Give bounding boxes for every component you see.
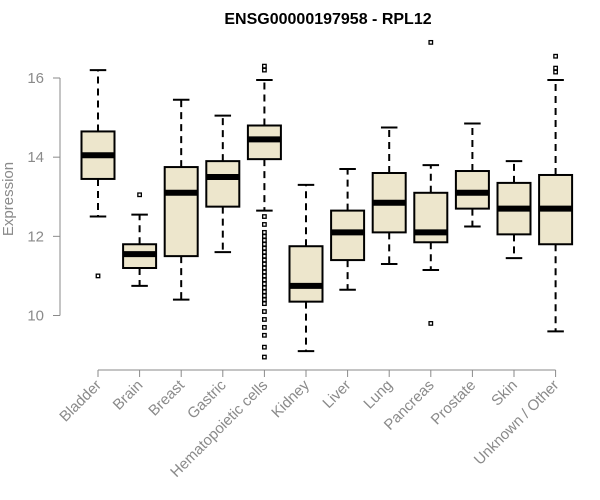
x-tick-label: Bladder bbox=[56, 377, 105, 426]
outlier-point bbox=[261, 67, 267, 73]
outlier-point bbox=[261, 324, 267, 330]
x-tick-label: Prostate bbox=[428, 377, 480, 429]
outlier-point bbox=[261, 293, 267, 299]
box-group bbox=[413, 39, 449, 326]
box-group bbox=[454, 122, 490, 228]
outlier-point bbox=[261, 297, 267, 303]
outlier-point bbox=[137, 192, 143, 198]
outlier-point bbox=[261, 222, 267, 227]
outlier-point bbox=[261, 281, 267, 287]
outlier-point bbox=[553, 65, 558, 71]
outlier-point bbox=[261, 241, 267, 247]
y-tick-label: 16 bbox=[27, 70, 44, 87]
y-axis: 10 12 14 16 bbox=[27, 70, 61, 325]
outlier-point bbox=[261, 257, 267, 263]
x-tick-label: Lung bbox=[360, 377, 396, 413]
y-tick-label: 14 bbox=[27, 149, 44, 166]
x-tick-label: Liver bbox=[319, 377, 354, 412]
outlier-point bbox=[261, 289, 267, 295]
box-group bbox=[205, 114, 241, 254]
outlier-point bbox=[261, 265, 267, 271]
box-group bbox=[330, 168, 366, 291]
outlier-point bbox=[261, 277, 267, 283]
outlier-point bbox=[261, 273, 267, 279]
outlier-point bbox=[553, 53, 558, 59]
outlier-point bbox=[261, 269, 267, 275]
x-tick-label: Skin bbox=[488, 377, 521, 410]
outlier-point bbox=[261, 245, 267, 251]
outlier-point bbox=[261, 229, 267, 235]
outlier-point bbox=[261, 249, 267, 255]
outlier-point bbox=[553, 69, 558, 75]
outlier-point bbox=[261, 332, 267, 338]
outlier-point bbox=[261, 237, 267, 243]
outlier-point bbox=[428, 321, 434, 326]
outlier-point bbox=[261, 261, 267, 267]
box-group bbox=[163, 98, 199, 301]
outlier-point bbox=[261, 317, 267, 322]
box-group bbox=[246, 63, 282, 360]
y-tick-label: 12 bbox=[27, 228, 44, 245]
box-group bbox=[371, 126, 407, 266]
box-body bbox=[163, 166, 199, 258]
outlier-point bbox=[261, 344, 267, 350]
outlier-point bbox=[261, 233, 267, 239]
box-group bbox=[288, 183, 324, 353]
outlier-point bbox=[261, 285, 267, 291]
outlier-point bbox=[261, 63, 267, 69]
outlier-point bbox=[261, 253, 267, 259]
outlier-point bbox=[428, 39, 434, 45]
box-group bbox=[80, 69, 116, 279]
box-body bbox=[288, 245, 324, 303]
box-series bbox=[80, 39, 574, 360]
x-tick-label: Kidney bbox=[268, 376, 313, 421]
y-tick-label: 10 bbox=[27, 308, 44, 325]
outlier-point bbox=[261, 354, 267, 360]
box-body bbox=[205, 160, 241, 208]
outlier-point bbox=[261, 309, 267, 314]
box-group bbox=[538, 53, 574, 333]
y-axis-label: Expression bbox=[0, 162, 17, 236]
x-tick-label: Breast bbox=[145, 376, 188, 419]
box-group bbox=[496, 160, 532, 260]
chart-title: ENSG00000197958 - RPL12 bbox=[224, 11, 431, 28]
outlier-point bbox=[95, 273, 101, 279]
x-tick-label: Brain bbox=[110, 377, 147, 414]
outlier-point bbox=[261, 301, 267, 307]
outlier-point bbox=[261, 214, 267, 219]
box-group bbox=[122, 192, 158, 287]
